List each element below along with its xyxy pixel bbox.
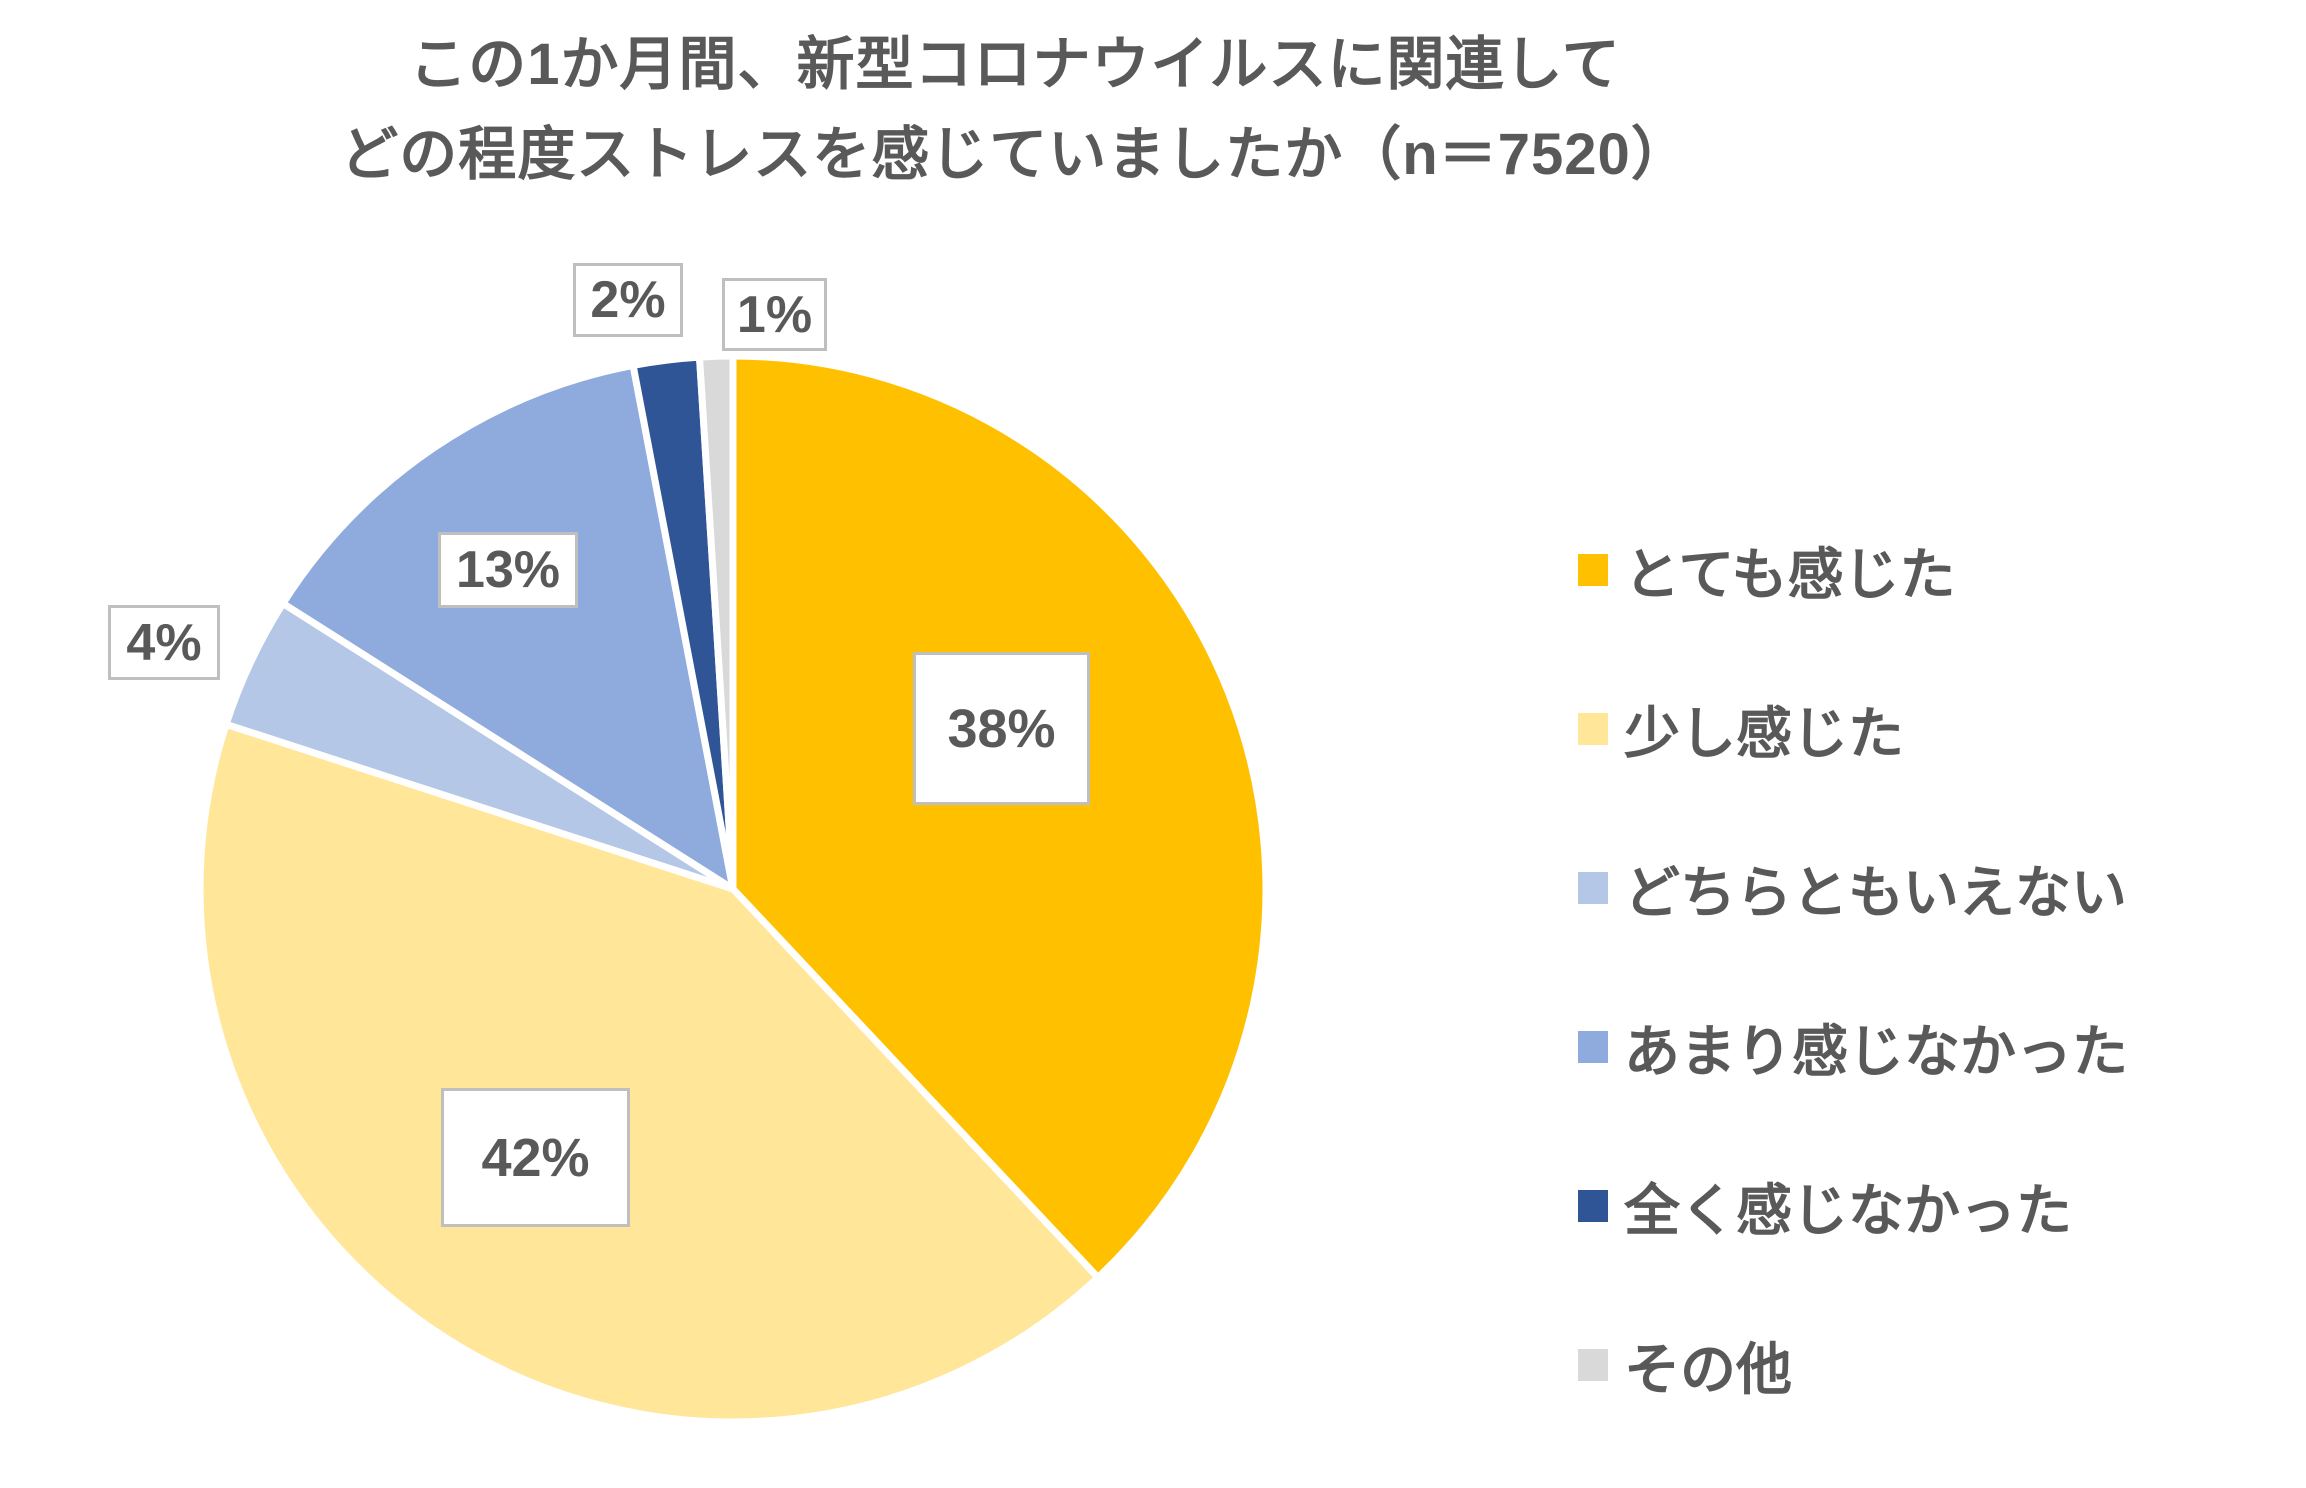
pie-slice [729,352,1270,1281]
chart-title-line-1: この1か月間、新型コロナウイルスに関連して [409,32,1621,97]
legend-item-amari: あまり感じなかった [1578,1017,2128,1083]
chart-title: この1か月間、新型コロナウイルスに関連して どの程度ストレスを感じていましたか（… [0,20,2030,200]
legend: とても感じた 少し感じた どちらともいえない あまり感じなかった 全く感じなかっ… [1578,540,2128,1401]
legend-label: どちらともいえない [1624,860,2127,924]
pie-slice [196,720,1102,1426]
legend-marker [1578,1031,1608,1063]
data-label-sonota: 1% [722,278,827,351]
data-label-totemo: 38% [913,652,1090,805]
data-label-dochira: 4% [108,605,220,680]
legend-item-sukoshi: 少し感じた [1578,699,2128,765]
legend-item-totemo: とても感じた [1578,540,2128,606]
legend-item-sonota: その他 [1578,1335,2128,1401]
legend-item-dochira: どちらともいえない [1578,858,2128,924]
legend-marker [1578,713,1608,745]
legend-label: あまり感じなかった [1624,1019,2128,1083]
data-label-mattaku: 2% [573,263,683,337]
pie-slice [279,361,737,893]
chart-title-line-2: どの程度ストレスを感じていましたか（n＝7520） [340,121,1690,187]
legend-marker [1578,554,1608,586]
legend-item-mattaku: 全く感じなかった [1578,1176,2128,1242]
legend-label: とても感じた [1624,542,1956,606]
legend-label: その他 [1624,1337,1792,1401]
legend-label: 少し感じた [1624,701,1904,765]
data-label-amari: 13% [438,532,578,608]
legend-marker [1578,872,1608,904]
data-label-sukoshi: 42% [441,1088,630,1227]
pie-slice [696,352,737,893]
legend-marker [1578,1190,1608,1222]
legend-marker [1578,1349,1608,1381]
legend-label: 全く感じなかった [1624,1178,2072,1242]
